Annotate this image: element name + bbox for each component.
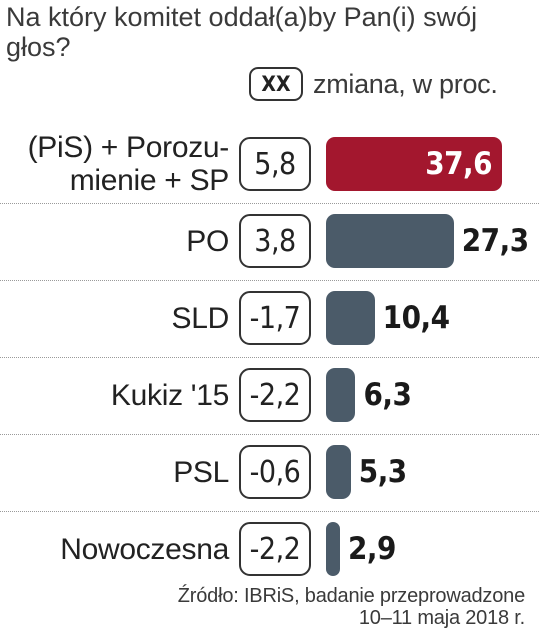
- bar: [326, 291, 375, 345]
- change-box: 3,8: [239, 214, 311, 268]
- change-box: -2,2: [239, 522, 311, 576]
- value-label: 2,9: [348, 531, 396, 567]
- value-label: 27,3: [461, 223, 529, 259]
- category-label-line: PSL: [173, 455, 229, 489]
- bar: [326, 522, 340, 576]
- change-box: -0,6: [239, 445, 311, 499]
- category-label-line: Nowoczesna: [60, 532, 229, 566]
- chart-title: Na który komitet oddał(a)by Pan(i) swój …: [6, 2, 478, 62]
- value-label: 5,3: [358, 454, 407, 490]
- category-label: Kukiz '15: [111, 379, 229, 412]
- category-label: SLD: [171, 301, 230, 335]
- bar: [326, 137, 502, 191]
- row-divider: [0, 434, 539, 435]
- legend-box: XX: [249, 67, 303, 101]
- source-line-2: 10–11 maja 2018 r.: [358, 607, 525, 629]
- bar: [326, 445, 351, 499]
- value-label: 37,6: [425, 146, 492, 182]
- change-box: -1,7: [239, 291, 311, 345]
- category-label: (PiS) + Porozu-mienie + SP: [27, 131, 230, 197]
- row-divider: [0, 280, 539, 281]
- category-label-line: Kukiz '15: [110, 378, 229, 412]
- change-box: 5,8: [239, 137, 311, 191]
- bar: [326, 368, 356, 422]
- legend: XX zmiana, w proc.: [249, 66, 498, 102]
- change-box: -2,2: [239, 368, 311, 422]
- category-label: PO: [186, 225, 229, 258]
- row-divider: [0, 357, 539, 358]
- category-label-line: (PiS) + Porozu-: [27, 131, 230, 164]
- category-label: PSL: [173, 456, 229, 489]
- source-note: Źródło: IBRiS, badanie przeprowadzone 10…: [178, 585, 525, 629]
- row-divider: [0, 511, 539, 512]
- category-label-line: SLD: [171, 301, 230, 335]
- value-label: 6,3: [363, 377, 412, 413]
- category-label-line: PO: [186, 224, 229, 258]
- source-line-1: Źródło: IBRiS, badanie przeprowadzone: [177, 585, 525, 607]
- value-label: 10,4: [382, 300, 450, 336]
- category-label-line: mienie + SP: [69, 164, 230, 197]
- bar: [326, 214, 454, 268]
- row-divider: [0, 203, 539, 204]
- legend-text: zmiana, w proc.: [313, 68, 498, 99]
- category-label: Nowoczesna: [60, 533, 229, 566]
